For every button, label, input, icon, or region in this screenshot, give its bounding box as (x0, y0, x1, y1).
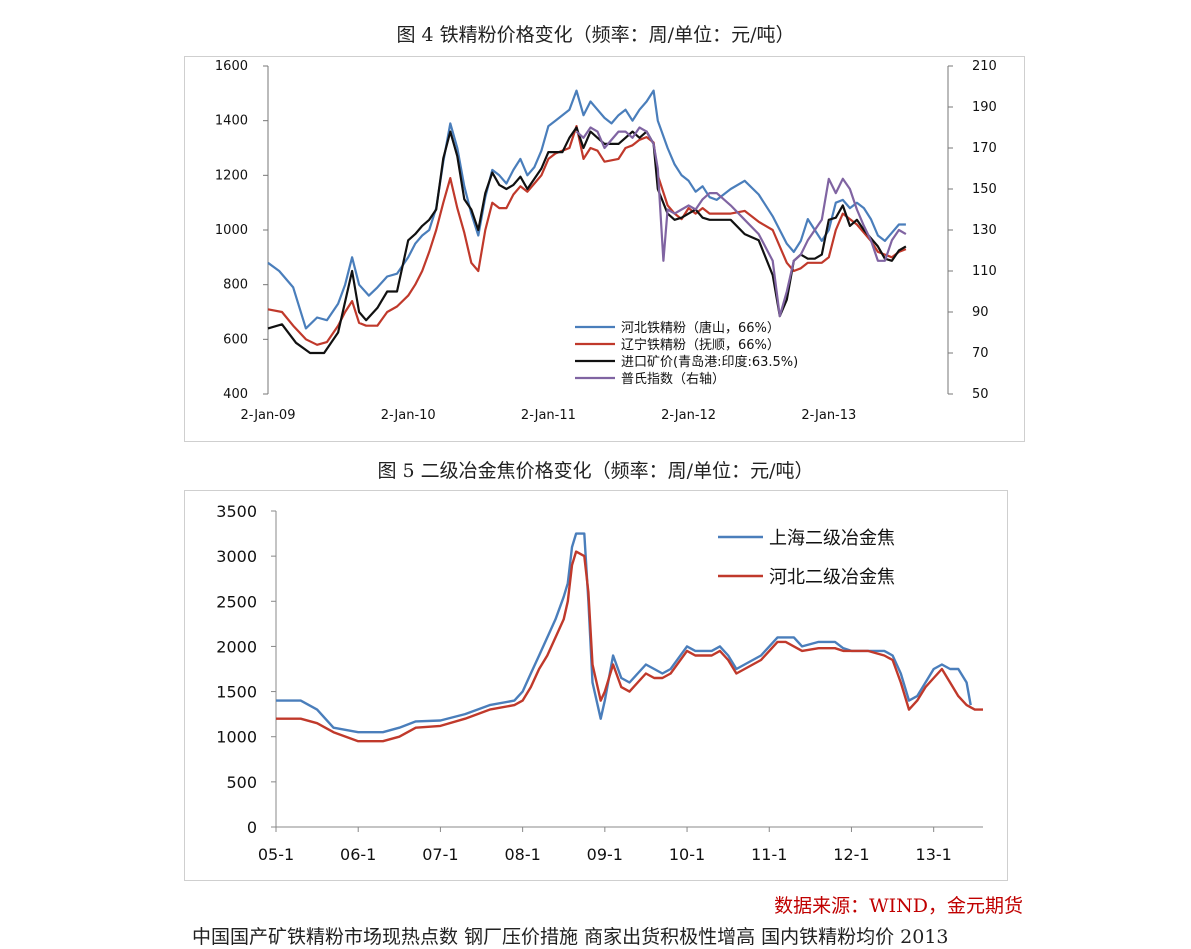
iron-ore-price-chart: 400 600 800 1000 1200 1400 1600 50 70 90 110 130 150… (184, 56, 1025, 442)
series-line (575, 126, 907, 318)
y-right-tick-label: 150 (972, 182, 997, 197)
coke-price-chart: 0 500 1000 1500 2000 2500 3000 3500 05-1 06-1 07-1… (184, 490, 1008, 881)
x-tick-label: 10-1 (669, 845, 705, 864)
y-right-tick-label: 130 (972, 223, 997, 238)
legend-label: 上海二级冶金焦 (769, 528, 895, 549)
y-tick-label: 1500 (216, 683, 257, 702)
series-line (267, 126, 907, 355)
x-tick-label: 05-1 (258, 845, 294, 864)
y-right-tick-label: 50 (972, 387, 989, 402)
y-tick-label: 500 (226, 773, 257, 792)
x-tick-label: 2-Jan-13 (801, 408, 856, 423)
y-right-tick-label: 90 (972, 305, 989, 320)
y-left-tick-label: 1600 (215, 59, 248, 74)
legend-label: 进口矿价(青岛港:印度:63.5%) (621, 354, 798, 370)
legend-label: 河北二级冶金焦 (769, 567, 895, 588)
y-tick-label: 3500 (216, 502, 257, 521)
y-tick-label: 0 (247, 818, 257, 837)
legend-label: 河北铁精粉（唐山，66%） (621, 320, 780, 336)
x-tick-label: 2-Jan-11 (521, 408, 576, 423)
y-left-tick-label: 400 (223, 387, 248, 402)
y-left-tick-label: 1400 (215, 114, 248, 129)
y-right-tick-label: 210 (972, 59, 997, 74)
x-tick-label: 2-Jan-09 (241, 408, 296, 423)
y-right-tick-label: 70 (972, 346, 989, 361)
y-right-tick-label: 110 (972, 264, 997, 279)
y-tick-label: 3000 (216, 547, 257, 566)
x-tick-label: 07-1 (422, 845, 458, 864)
y-tick-label: 2500 (216, 592, 257, 611)
legend-label: 普氏指数（右轴） (621, 372, 725, 387)
x-tick-label: 11-1 (751, 845, 787, 864)
y-left-tick-label: 800 (223, 278, 248, 293)
data-source: 数据来源：WIND，金元期货 (774, 895, 1023, 917)
y-left-tick-label: 600 (223, 332, 248, 347)
x-tick-label: 12-1 (833, 845, 869, 864)
y-left-tick-label: 1200 (215, 168, 248, 183)
x-tick-label: 06-1 (340, 845, 376, 864)
x-tick-label: 13-1 (916, 845, 952, 864)
series-line (267, 89, 906, 330)
body-text: 中国国产矿铁精粉市场现热点数 钢厂压价措施 商家出货积极性增高 国内铁精粉均价 … (192, 926, 949, 948)
figure5-title: 图 5 二级冶金焦价格变化（频率：周/单位：元/吨） (377, 460, 814, 482)
series-line (276, 532, 972, 734)
series-line (276, 550, 983, 743)
x-tick-label: 2-Jan-12 (661, 408, 716, 423)
x-tick-label: 08-1 (504, 845, 540, 864)
coke-chart-svg: 0 500 1000 1500 2000 2500 3000 3500 05-1 06-1 07-1… (216, 502, 983, 864)
y-tick-label: 2000 (216, 637, 257, 656)
y-tick-label: 1000 (216, 728, 257, 747)
legend-label: 辽宁铁精粉（抚顺，66%） (621, 337, 780, 353)
series-line (267, 124, 907, 346)
y-right-tick-label: 170 (972, 141, 997, 156)
x-tick-label: 09-1 (587, 845, 623, 864)
x-tick-label: 2-Jan-10 (381, 408, 436, 423)
iron-ore-chart-svg: 400 600 800 1000 1200 1400 1600 50 70 90 110 130 150… (215, 59, 997, 423)
y-right-tick-label: 190 (972, 100, 997, 115)
y-left-tick-label: 1000 (215, 223, 248, 238)
figure4-title: 图 4 铁精粉价格变化（频率：周/单位：元/吨） (396, 24, 795, 46)
